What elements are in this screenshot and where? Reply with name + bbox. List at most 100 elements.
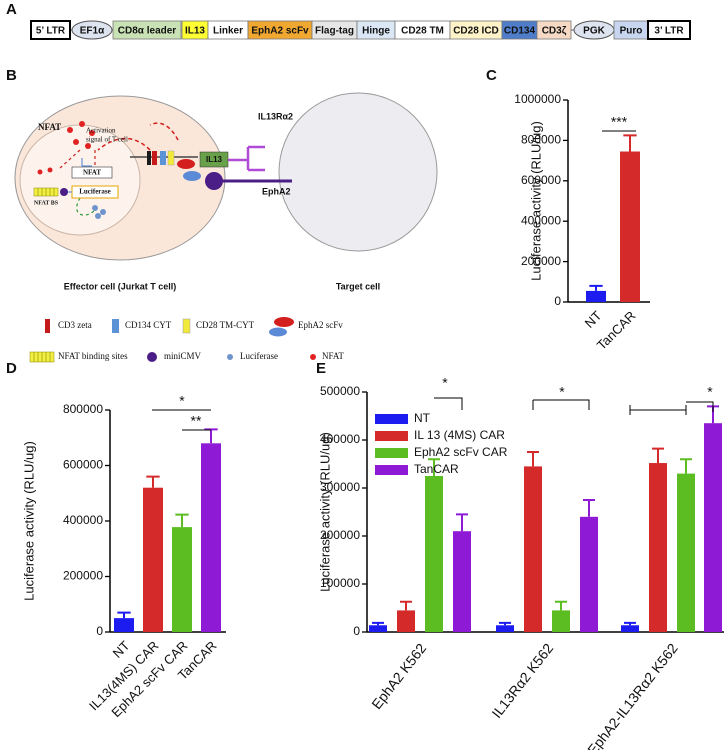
schematic-label: Effector cell (Jurkat T cell) (64, 281, 177, 291)
y-tick-label: 0 (96, 624, 103, 638)
construct-label: Puro (620, 26, 643, 37)
construct-label: Hinge (362, 26, 390, 37)
y-tick-label: 200000 (63, 569, 103, 583)
construct-label: CD8α leader (118, 26, 177, 37)
schematic-legend-label: miniCMV (164, 351, 202, 361)
y-tick-label: 600000 (521, 173, 561, 187)
y-axis-label: Luciferase activity (RLU/ug) (317, 432, 332, 592)
schematic-label: Luciferase (79, 188, 111, 196)
schematic-legend-label: CD3 zeta (58, 320, 92, 330)
construct-label: CD3ζ (542, 26, 567, 37)
construct-element (536, 20, 572, 40)
error-bar (680, 458, 692, 474)
y-tick-label: 1000000 (514, 92, 561, 106)
x-tick-label: NT (582, 308, 605, 331)
y-tick-label: 500000 (320, 384, 360, 398)
schematic-legend-label: Luciferase (240, 351, 278, 361)
error-bar (146, 475, 160, 488)
legend-label: NT (414, 411, 431, 425)
bar (172, 527, 192, 632)
significance-bracket (686, 401, 714, 412)
bar (677, 473, 695, 632)
bar (496, 625, 514, 632)
nfat-dots (37, 121, 95, 175)
error-bar (204, 428, 218, 444)
legend-label: TanCAR (414, 462, 459, 476)
bar (397, 610, 415, 632)
schematic-label: NFAT BS (34, 200, 59, 206)
panel-label: B (6, 67, 17, 84)
bar (649, 463, 667, 632)
construct-label: Flag-tag (315, 26, 354, 37)
y-tick-label: 0 (554, 294, 561, 308)
schematic-legend-label: NFAT (322, 351, 344, 361)
construct-label: EF1α (80, 26, 105, 37)
legend-label: IL 13 (4MS) CAR (414, 428, 505, 442)
construct-label: IL13 (185, 26, 205, 37)
y-tick-label: 800000 (63, 402, 103, 416)
bar (425, 476, 443, 632)
construct-label: 5’ LTR (36, 26, 66, 37)
bar (586, 290, 606, 302)
error-bar (175, 513, 189, 528)
schematic-legend-label: CD28 TM-CYT (196, 320, 255, 330)
construct-label: PGK (583, 26, 605, 37)
construct-label: EphA2 scFv (251, 26, 309, 37)
construct-element (112, 20, 182, 40)
y-tick-label: 800000 (521, 133, 561, 147)
error-bar (527, 451, 539, 467)
bar (704, 423, 722, 632)
error-bar (117, 611, 131, 619)
construct-element (30, 20, 71, 40)
significance-label: * (559, 384, 565, 400)
y-tick-label: 100000 (320, 576, 360, 590)
legend-swatch (375, 431, 408, 441)
y-tick-label: 300000 (320, 480, 360, 494)
significance-label: ** (191, 413, 202, 429)
significance-bracket (629, 405, 687, 415)
bar (114, 618, 134, 632)
y-tick-label: 200000 (521, 254, 561, 268)
error-bar (589, 284, 603, 291)
y-tick-label: 400000 (521, 213, 561, 227)
construct-label: Linker (213, 26, 243, 37)
construct-element (71, 20, 113, 40)
panel-label: A (6, 1, 17, 18)
y-tick-label: 400000 (63, 513, 103, 527)
x-tick-label: EphA2-IL13Rα2 K562 (584, 640, 681, 750)
schematic-label: Activation (86, 127, 116, 135)
panel-label: E (316, 360, 326, 377)
error-bar (652, 447, 664, 464)
significance-label: * (442, 375, 448, 391)
significance-bracket (434, 397, 463, 410)
bar (621, 625, 639, 632)
error-bar (372, 621, 384, 626)
legend-swatch (375, 448, 408, 458)
significance-label: *** (611, 114, 628, 130)
schematic-label: signal of T cell (86, 136, 128, 144)
schematic-legend-label: NFAT binding sites (58, 351, 128, 361)
construct-label: 3’ LTR (654, 26, 684, 37)
bar (453, 531, 471, 632)
bar (201, 443, 221, 632)
error-bar (499, 621, 511, 626)
schematic-legend-label: EphA2 scFv (298, 320, 343, 330)
schematic-shapes (14, 92, 438, 363)
y-axis-label: Luciferase activity (RLU/ug) (528, 121, 543, 281)
legend-label: EphA2 scFv CAR (414, 445, 508, 459)
legend-swatch (375, 414, 408, 424)
significance-bracket (532, 399, 590, 410)
bar (524, 466, 542, 632)
significance-label: * (179, 393, 185, 409)
y-tick-label: 200000 (320, 528, 360, 542)
x-tick-label: IL13Rα2 K562 (488, 640, 556, 721)
panel-label: C (486, 67, 497, 84)
bar (143, 487, 163, 632)
bar (620, 151, 640, 302)
schematic-label: EphA2 (262, 186, 291, 196)
error-bar (583, 499, 595, 517)
schematic-label: Target cell (336, 281, 380, 291)
construct-element (647, 20, 691, 40)
y-axis-label: Luciferase activity (RLU/ug) (21, 441, 36, 601)
